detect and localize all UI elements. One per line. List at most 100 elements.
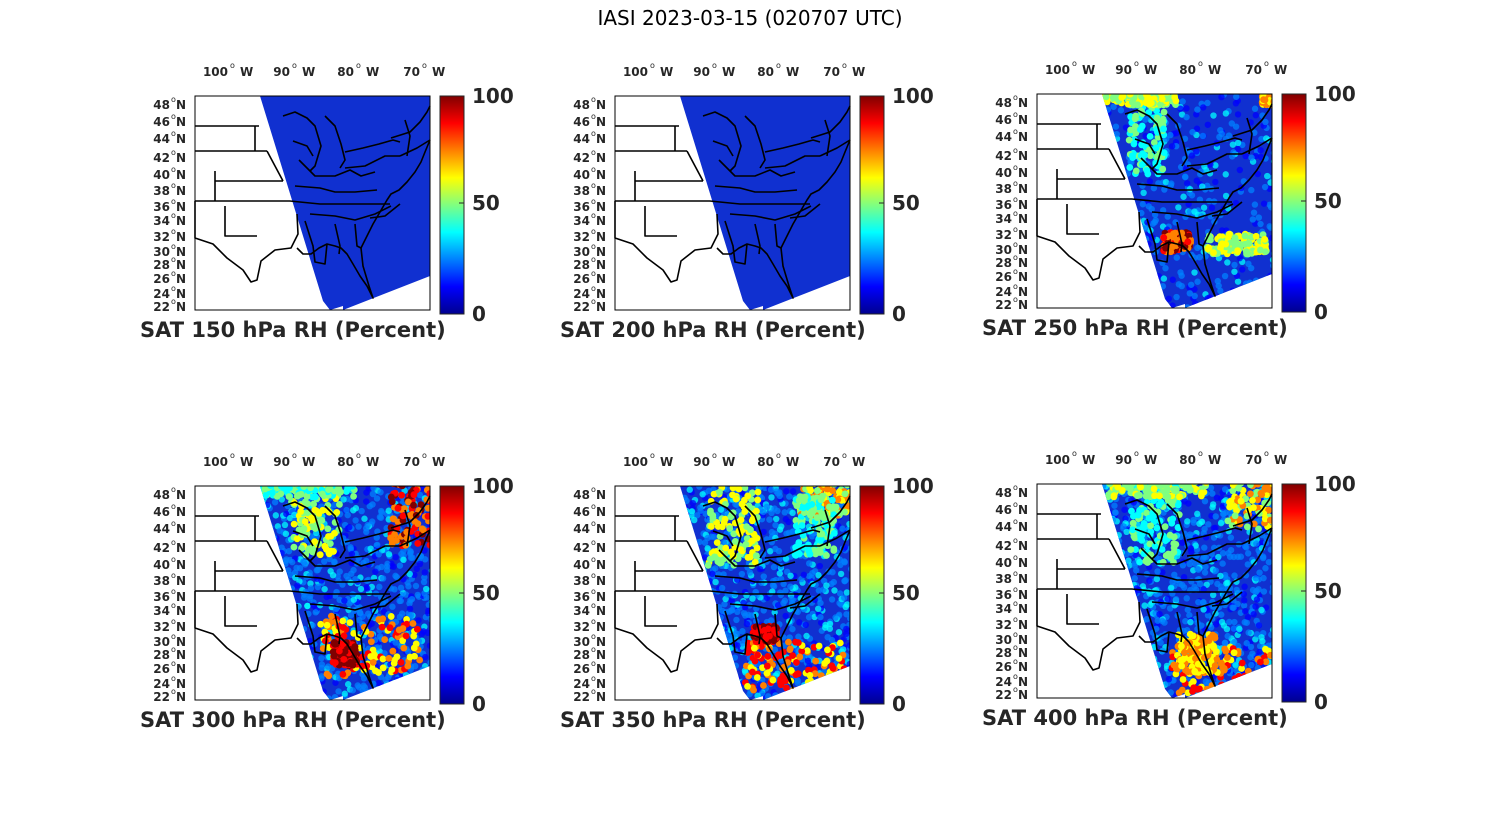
- svg-text:o: o: [171, 227, 176, 236]
- map-svg: 100 o W 90 o W 80 o W 70 o W48 o N46 o N44 o N42 o N40 o N38 o…: [573, 451, 933, 716]
- lat-label: 42: [995, 149, 1012, 163]
- svg-text:N: N: [596, 272, 606, 286]
- svg-text:o: o: [650, 61, 655, 70]
- svg-text:N: N: [176, 558, 186, 572]
- svg-text:o: o: [650, 451, 655, 460]
- lat-label: 48: [995, 486, 1012, 500]
- svg-text:o: o: [171, 519, 176, 528]
- map-svg: 100 o W 90 o W 80 o W 70 o W48 o N46 o N44 o N42 o N40 o N38 o…: [995, 449, 1356, 714]
- lat-label: 36: [573, 590, 590, 604]
- colorbar-tick-label: 50: [472, 581, 500, 605]
- svg-text:N: N: [596, 184, 606, 198]
- svg-text:o: o: [1013, 179, 1018, 188]
- svg-text:o: o: [842, 61, 847, 70]
- lat-label: 34: [995, 602, 1012, 616]
- lat-label: 22: [153, 300, 170, 314]
- svg-text:N: N: [176, 151, 186, 165]
- svg-text:o: o: [171, 587, 176, 596]
- lat-label: 38: [573, 574, 590, 588]
- lat-label: 40: [153, 168, 170, 182]
- svg-text:o: o: [712, 61, 717, 70]
- lat-label: 48: [573, 488, 590, 502]
- svg-text:o: o: [1013, 110, 1018, 119]
- svg-text:W: W: [366, 455, 379, 469]
- svg-text:N: N: [176, 245, 186, 259]
- svg-text:N: N: [176, 98, 186, 112]
- svg-text:N: N: [596, 132, 606, 146]
- svg-text:N: N: [596, 300, 606, 314]
- lon-label: 70: [403, 455, 420, 469]
- map-svg: 100 o W 90 o W 80 o W 70 o W48 o N46 o N44 o N42 o N40 o N38 o…: [153, 61, 514, 326]
- svg-text:N: N: [176, 272, 186, 286]
- lat-label: 34: [573, 604, 590, 618]
- colorbar: 100 50 0: [859, 84, 934, 326]
- svg-text:o: o: [292, 451, 297, 460]
- colorbar: 100 50 0: [1281, 472, 1356, 714]
- lat-label: 30: [995, 633, 1012, 647]
- svg-text:o: o: [591, 112, 596, 121]
- svg-text:o: o: [591, 571, 596, 580]
- lat-label: 22: [995, 298, 1012, 312]
- svg-text:W: W: [786, 455, 799, 469]
- svg-text:o: o: [591, 587, 596, 596]
- lat-label: 28: [153, 648, 170, 662]
- svg-text:o: o: [171, 242, 176, 251]
- svg-text:N: N: [596, 662, 606, 676]
- lon-label: 80: [337, 65, 354, 79]
- lat-label: 28: [995, 256, 1012, 270]
- lat-label: 34: [153, 604, 170, 618]
- lat-label: 46: [573, 115, 590, 129]
- lat-label: 36: [995, 588, 1012, 602]
- svg-text:N: N: [596, 151, 606, 165]
- svg-text:N: N: [176, 258, 186, 272]
- svg-text:o: o: [591, 284, 596, 293]
- svg-text:o: o: [171, 197, 176, 206]
- svg-text:o: o: [356, 61, 361, 70]
- svg-text:o: o: [171, 601, 176, 610]
- svg-text:N: N: [1018, 130, 1028, 144]
- svg-text:o: o: [1013, 225, 1018, 234]
- svg-text:N: N: [176, 541, 186, 555]
- svg-text:W: W: [1274, 63, 1287, 77]
- svg-text:N: N: [1018, 113, 1028, 127]
- map-area: [614, 95, 851, 311]
- lat-label: 22: [573, 690, 590, 704]
- map-area: [1036, 483, 1273, 699]
- lat-label: 40: [995, 556, 1012, 570]
- lat-label: 44: [995, 520, 1012, 534]
- svg-text:N: N: [596, 558, 606, 572]
- svg-text:o: o: [171, 659, 176, 668]
- lat-label: 38: [995, 182, 1012, 196]
- colorbar: 100 50 0: [439, 474, 514, 716]
- svg-text:N: N: [1018, 198, 1028, 212]
- svg-text:o: o: [1134, 59, 1139, 68]
- svg-text:o: o: [842, 451, 847, 460]
- lon-label: 70: [403, 65, 420, 79]
- lon-label: 100: [623, 65, 648, 79]
- svg-text:N: N: [176, 287, 186, 301]
- svg-text:W: W: [302, 455, 315, 469]
- colorbar-tick-label: 100: [472, 84, 514, 108]
- svg-text:W: W: [240, 65, 253, 79]
- map-area: [194, 95, 431, 311]
- svg-text:o: o: [230, 451, 235, 460]
- svg-text:N: N: [596, 522, 606, 536]
- lat-label: 42: [153, 541, 170, 555]
- panel-title: SAT 350 hPa RH (Percent): [560, 708, 866, 732]
- svg-text:N: N: [176, 662, 186, 676]
- svg-text:o: o: [171, 95, 176, 104]
- svg-text:N: N: [596, 690, 606, 704]
- lat-label: 42: [995, 539, 1012, 553]
- colorbar-tick-label: 0: [472, 302, 486, 326]
- lon-label: 100: [1045, 63, 1070, 77]
- lon-label: 80: [337, 455, 354, 469]
- panel-250-hpa: 100 o W 90 o W 80 o W 70 o W 48 o N 46 o N 44 o N 42 o N 40 o N 38 o…: [982, 59, 1422, 360]
- svg-text:o: o: [1013, 240, 1018, 249]
- svg-text:N: N: [596, 258, 606, 272]
- svg-text:o: o: [712, 451, 717, 460]
- lon-label: 80: [757, 455, 774, 469]
- panel-300-hpa: 100 o W 90 o W 80 o W 70 o W 48 o N 46 o N 44 o N 42 o N 40 o N 38 o…: [140, 451, 580, 752]
- lon-label: 90: [273, 455, 290, 469]
- svg-text:o: o: [591, 659, 596, 668]
- svg-text:o: o: [171, 129, 176, 138]
